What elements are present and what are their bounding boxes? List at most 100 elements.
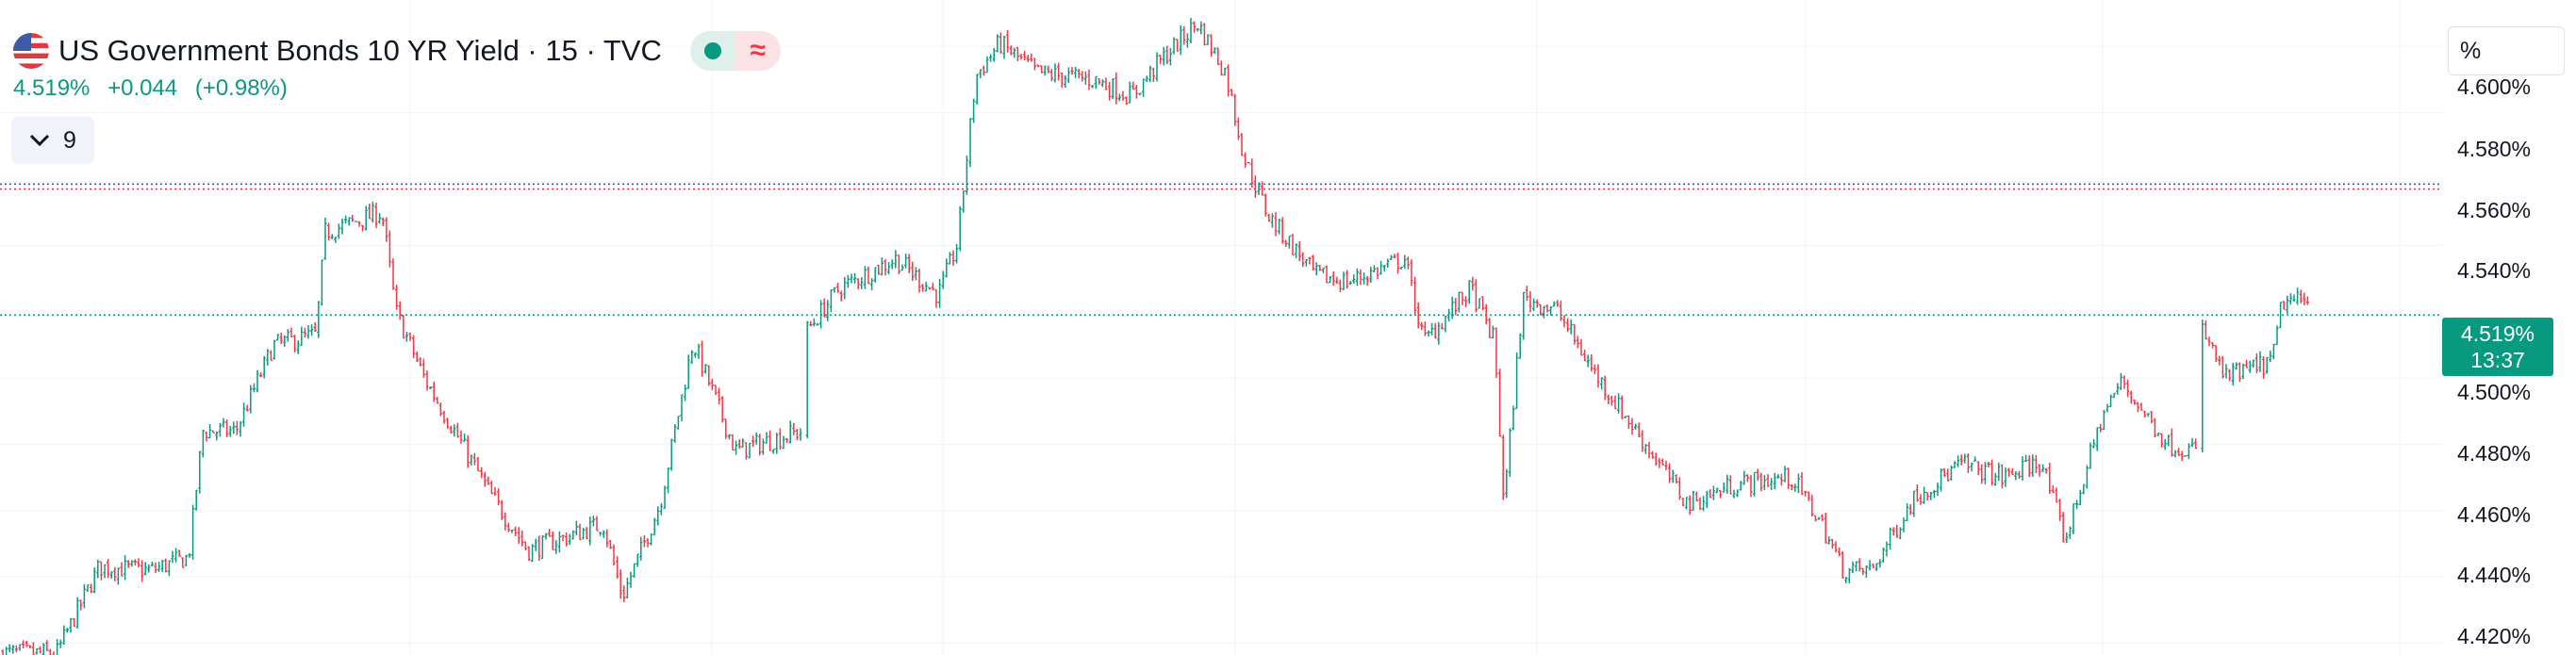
ohlc-bar [2177, 448, 2181, 456]
ohlc-bar [2156, 433, 2160, 436]
ohlc-bar [2214, 345, 2218, 362]
ohlc-bar [171, 550, 174, 564]
ohlc-bar [1562, 315, 1566, 328]
ohlc-bar [2122, 375, 2126, 389]
ohlc-bar [436, 396, 439, 404]
ohlc-bar [232, 421, 236, 434]
ohlc-bar [1145, 75, 1148, 82]
ohlc-bar [2078, 489, 2082, 506]
ohlc-bar [1359, 269, 1362, 286]
ohlc-bar [1827, 536, 1831, 545]
indicators-toggle-button[interactable]: 9 [11, 117, 94, 164]
ohlc-bar [218, 422, 222, 437]
ohlc-bar [788, 420, 792, 444]
ohlc-bar [1223, 67, 1227, 76]
ohlc-bar [517, 527, 520, 544]
ohlc-bar [1539, 303, 1543, 316]
ohlc-bar [2048, 462, 2052, 495]
ohlc-bar [2163, 439, 2167, 450]
market-status-pill[interactable]: ≈ [689, 31, 781, 71]
ohlc-bar [744, 442, 748, 460]
ohlc-bar [754, 432, 758, 445]
ohlc-bar [2194, 438, 2198, 450]
ohlc-bar [1694, 491, 1698, 502]
ohlc-bar [2153, 418, 2156, 438]
ohlc-bar [718, 387, 721, 405]
ohlc-bar [1006, 29, 1010, 53]
ohlc-bar [140, 560, 144, 582]
ohlc-bar [1369, 266, 1373, 283]
ohlc-bar [924, 281, 928, 292]
ohlc-bar [765, 432, 768, 444]
ohlc-bar [816, 322, 819, 326]
ohlc-bar [1013, 47, 1016, 58]
ohlc-bar [483, 471, 487, 487]
ohlc-bar [1692, 491, 1695, 511]
ohlc-bar [846, 274, 850, 288]
ohlc-bar [1711, 485, 1715, 500]
symbol-title[interactable]: US Government Bonds 10 YR Yield · 15 · T… [58, 34, 662, 67]
ohlc-bar [2190, 437, 2194, 448]
ohlc-bar [92, 567, 96, 594]
ohlc-bar [680, 394, 684, 421]
ohlc-bar [1949, 465, 1953, 481]
ohlc-bar [1898, 527, 1902, 540]
ohlc-bar [690, 350, 694, 365]
ohlc-bar [792, 422, 796, 435]
ohlc-bar [1488, 318, 1492, 338]
ohlc-bar [58, 639, 62, 648]
ohlc-bar [1528, 291, 1532, 313]
ohlc-bar [126, 560, 130, 568]
ohlc-bar [1878, 559, 1882, 568]
ohlc-bar [2269, 351, 2272, 363]
ohlc-bar [174, 548, 178, 563]
ohlc-bar [419, 357, 422, 367]
ohlc-bar [1128, 81, 1131, 104]
ohlc-bar [116, 567, 120, 585]
ohlc-bar [2109, 394, 2113, 407]
ohlc-bar [2041, 464, 2045, 473]
ohlc-bar [107, 559, 110, 579]
ohlc-bar [1685, 497, 1689, 510]
ohlc-bar [1501, 434, 1505, 500]
ohlc-bar [1457, 291, 1461, 313]
ohlc-bar [1990, 459, 1994, 486]
ohlc-bar [1484, 303, 1488, 325]
ohlc-bar [2082, 483, 2086, 495]
ohlc-bar [1834, 541, 1838, 553]
ohlc-bar [979, 69, 983, 78]
ohlc-bar [1940, 468, 1943, 492]
ohlc-bar [741, 438, 745, 449]
ohlc-bar [982, 65, 985, 76]
ohlc-bar [1155, 52, 1159, 82]
ohlc-bar [1773, 472, 1776, 490]
ohlc-bar [1807, 491, 1810, 501]
ohlc-bar [351, 214, 355, 222]
ohlc-bar [2184, 454, 2188, 457]
ohlc-bar [1247, 161, 1250, 164]
ohlc-bar [1342, 271, 1346, 290]
ohlc-bar [1270, 213, 1274, 228]
ohlc-bar [2129, 390, 2133, 404]
ohlc-bar [1193, 21, 1197, 33]
ohlc-bar [955, 244, 959, 264]
ohlc-bar [1179, 25, 1182, 56]
ohlc-bar [1219, 60, 1223, 76]
ohlc-bar [103, 564, 107, 579]
ohlc-bar [1352, 274, 1356, 285]
ohlc-bar [2146, 413, 2150, 418]
ohlc-bar [2275, 325, 2279, 346]
ohlc-bar [286, 329, 289, 342]
ohlc-bar [1016, 46, 1019, 61]
ohlc-bar [2119, 372, 2122, 390]
ohlc-bar [1817, 516, 1821, 520]
ohlc-bar [1433, 322, 1437, 339]
ohlc-bar [1838, 547, 1841, 557]
ohlc-bar [378, 213, 382, 224]
ohlc-bar [2099, 423, 2103, 433]
ohlc-bar [1675, 474, 1678, 483]
price-unit-button[interactable]: % [2448, 26, 2565, 75]
ohlc-bar [1444, 315, 1447, 333]
ohlc-bar [276, 334, 280, 341]
